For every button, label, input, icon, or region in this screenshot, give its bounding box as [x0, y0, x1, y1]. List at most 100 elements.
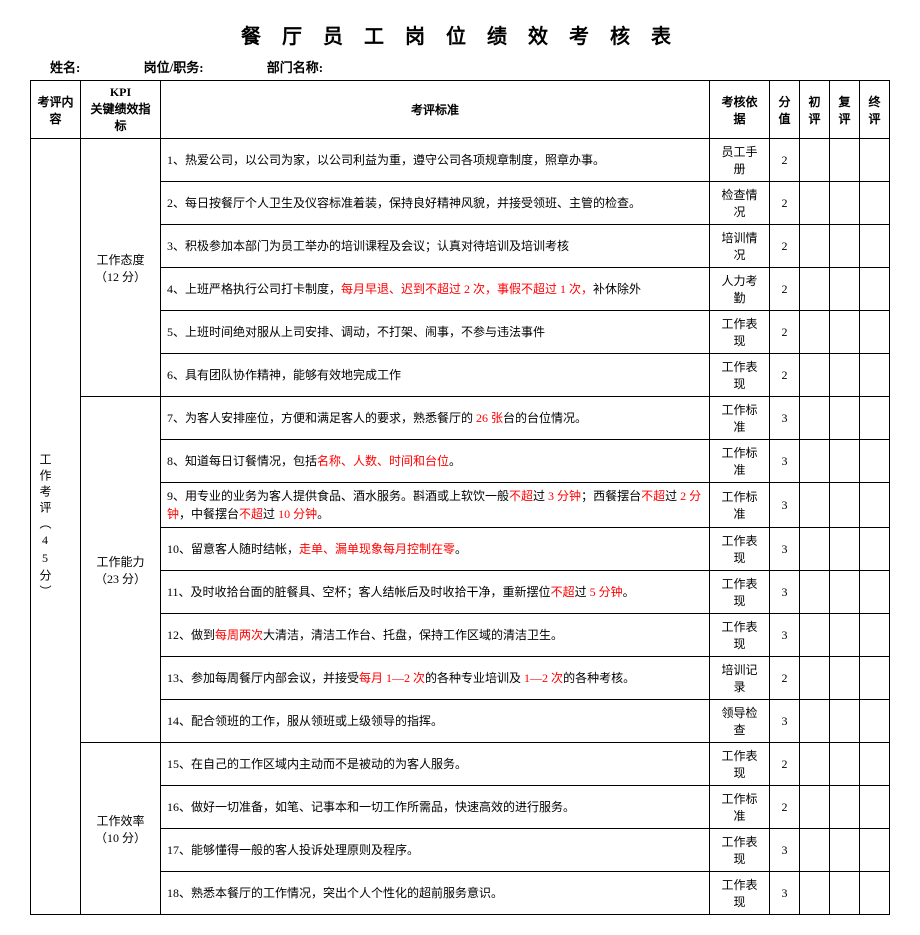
eval-cell[interactable] — [830, 872, 860, 915]
eval-cell[interactable] — [830, 268, 860, 311]
score-cell: 2 — [770, 743, 800, 786]
score-cell: 3 — [770, 700, 800, 743]
eval-cell[interactable] — [860, 872, 890, 915]
eval-cell[interactable] — [800, 354, 830, 397]
criteria-cell: 12、做到每周两次大清洁，清洁工作台、托盘，保持工作区域的清洁卫生。 — [161, 614, 710, 657]
eval-cell[interactable] — [830, 829, 860, 872]
eval-cell[interactable] — [830, 139, 860, 182]
basis-cell: 培训记录 — [710, 657, 770, 700]
eval-cell[interactable] — [860, 225, 890, 268]
table-row: 工作效率（10 分）15、在自己的工作区域内主动而不是被动的为客人服务。工作表现… — [31, 743, 890, 786]
table-row: 工作考评（45分）工作态度（12 分）1、热爱公司，以公司为家，以公司利益为重，… — [31, 139, 890, 182]
eval-cell[interactable] — [800, 440, 830, 483]
eval-cell[interactable] — [860, 311, 890, 354]
basis-cell: 工作表现 — [710, 614, 770, 657]
eval-cell[interactable] — [830, 657, 860, 700]
position-label: 岗位/职务: — [144, 60, 204, 75]
eval-cell[interactable] — [800, 614, 830, 657]
eval-cell[interactable] — [800, 182, 830, 225]
score-cell: 3 — [770, 872, 800, 915]
eval-cell[interactable] — [860, 528, 890, 571]
col-basis: 考核依据 — [710, 81, 770, 139]
eval-cell[interactable] — [800, 483, 830, 528]
eval-cell[interactable] — [860, 743, 890, 786]
section-label: 工作考评（45分） — [31, 139, 81, 915]
col-criteria: 考评标准 — [161, 81, 710, 139]
criteria-cell: 7、为客人安排座位，方便和满足客人的要求，熟悉餐厅的 26 张台的台位情况。 — [161, 397, 710, 440]
score-cell: 3 — [770, 571, 800, 614]
eval-cell[interactable] — [830, 614, 860, 657]
basis-cell: 工作标准 — [710, 483, 770, 528]
eval-cell[interactable] — [860, 657, 890, 700]
form-header: 姓名: 岗位/职务: 部门名称: — [30, 57, 890, 76]
eval-cell[interactable] — [860, 614, 890, 657]
col-kpi-sub: 关键绩效指标 — [87, 100, 154, 134]
score-cell: 3 — [770, 829, 800, 872]
eval-cell[interactable] — [800, 268, 830, 311]
score-cell: 2 — [770, 657, 800, 700]
eval-cell[interactable] — [830, 225, 860, 268]
eval-cell[interactable] — [830, 354, 860, 397]
eval-cell[interactable] — [800, 657, 830, 700]
dept-label: 部门名称: — [267, 60, 323, 75]
criteria-cell: 6、具有团队协作精神，能够有效地完成工作 — [161, 354, 710, 397]
eval-cell[interactable] — [830, 397, 860, 440]
eval-cell[interactable] — [800, 571, 830, 614]
eval-cell[interactable] — [830, 440, 860, 483]
score-cell: 3 — [770, 483, 800, 528]
eval-cell[interactable] — [830, 571, 860, 614]
col-score: 分值 — [770, 81, 800, 139]
eval-cell[interactable] — [860, 397, 890, 440]
basis-cell: 检查情况 — [710, 182, 770, 225]
eval-cell[interactable] — [860, 483, 890, 528]
header-row: 考评内容 KPI 关键绩效指标 考评标准 考核依据 分值 初评 复评 终评 — [31, 81, 890, 139]
criteria-cell: 17、能够懂得一般的客人投诉处理原则及程序。 — [161, 829, 710, 872]
col-kpi: KPI 关键绩效指标 — [81, 81, 161, 139]
eval-cell[interactable] — [860, 139, 890, 182]
eval-cell[interactable] — [800, 786, 830, 829]
eval-cell[interactable] — [800, 528, 830, 571]
basis-cell: 工作表现 — [710, 743, 770, 786]
eval-cell[interactable] — [800, 872, 830, 915]
score-cell: 2 — [770, 786, 800, 829]
score-cell: 2 — [770, 311, 800, 354]
score-cell: 2 — [770, 354, 800, 397]
eval-cell[interactable] — [860, 829, 890, 872]
eval-cell[interactable] — [800, 311, 830, 354]
eval-cell[interactable] — [860, 268, 890, 311]
score-cell: 2 — [770, 268, 800, 311]
eval-cell[interactable] — [860, 182, 890, 225]
eval-cell[interactable] — [830, 311, 860, 354]
page-title: 餐 厅 员 工 岗 位 绩 效 考 核 表 — [30, 20, 890, 49]
eval-cell[interactable] — [830, 483, 860, 528]
kpi-group: 工作能力（23 分） — [81, 397, 161, 743]
score-cell: 3 — [770, 440, 800, 483]
eval-cell[interactable] — [860, 700, 890, 743]
eval-cell[interactable] — [860, 571, 890, 614]
eval-cell[interactable] — [830, 786, 860, 829]
eval-cell[interactable] — [830, 743, 860, 786]
eval-cell[interactable] — [830, 700, 860, 743]
eval-cell[interactable] — [830, 182, 860, 225]
basis-cell: 工作表现 — [710, 354, 770, 397]
criteria-cell: 3、积极参加本部门为员工举办的培训课程及会议；认真对待培训及培训考核 — [161, 225, 710, 268]
col-eval3: 终评 — [860, 81, 890, 139]
eval-cell[interactable] — [800, 743, 830, 786]
basis-cell: 工作表现 — [710, 571, 770, 614]
criteria-cell: 8、知道每日订餐情况，包括名称、人数、时间和台位。 — [161, 440, 710, 483]
eval-cell[interactable] — [860, 440, 890, 483]
basis-cell: 工作表现 — [710, 528, 770, 571]
eval-cell[interactable] — [800, 139, 830, 182]
eval-cell[interactable] — [800, 397, 830, 440]
eval-cell[interactable] — [800, 829, 830, 872]
eval-cell[interactable] — [860, 786, 890, 829]
eval-cell[interactable] — [860, 354, 890, 397]
basis-cell: 工作表现 — [710, 872, 770, 915]
eval-cell[interactable] — [830, 528, 860, 571]
table-row: 工作能力（23 分）7、为客人安排座位，方便和满足客人的要求，熟悉餐厅的 26 … — [31, 397, 890, 440]
evaluation-table: 考评内容 KPI 关键绩效指标 考评标准 考核依据 分值 初评 复评 终评 工作… — [30, 80, 890, 915]
col-kpi-top: KPI — [87, 85, 154, 100]
criteria-cell: 16、做好一切准备，如笔、记事本和一切工作所需品，快速高效的进行服务。 — [161, 786, 710, 829]
eval-cell[interactable] — [800, 225, 830, 268]
eval-cell[interactable] — [800, 700, 830, 743]
